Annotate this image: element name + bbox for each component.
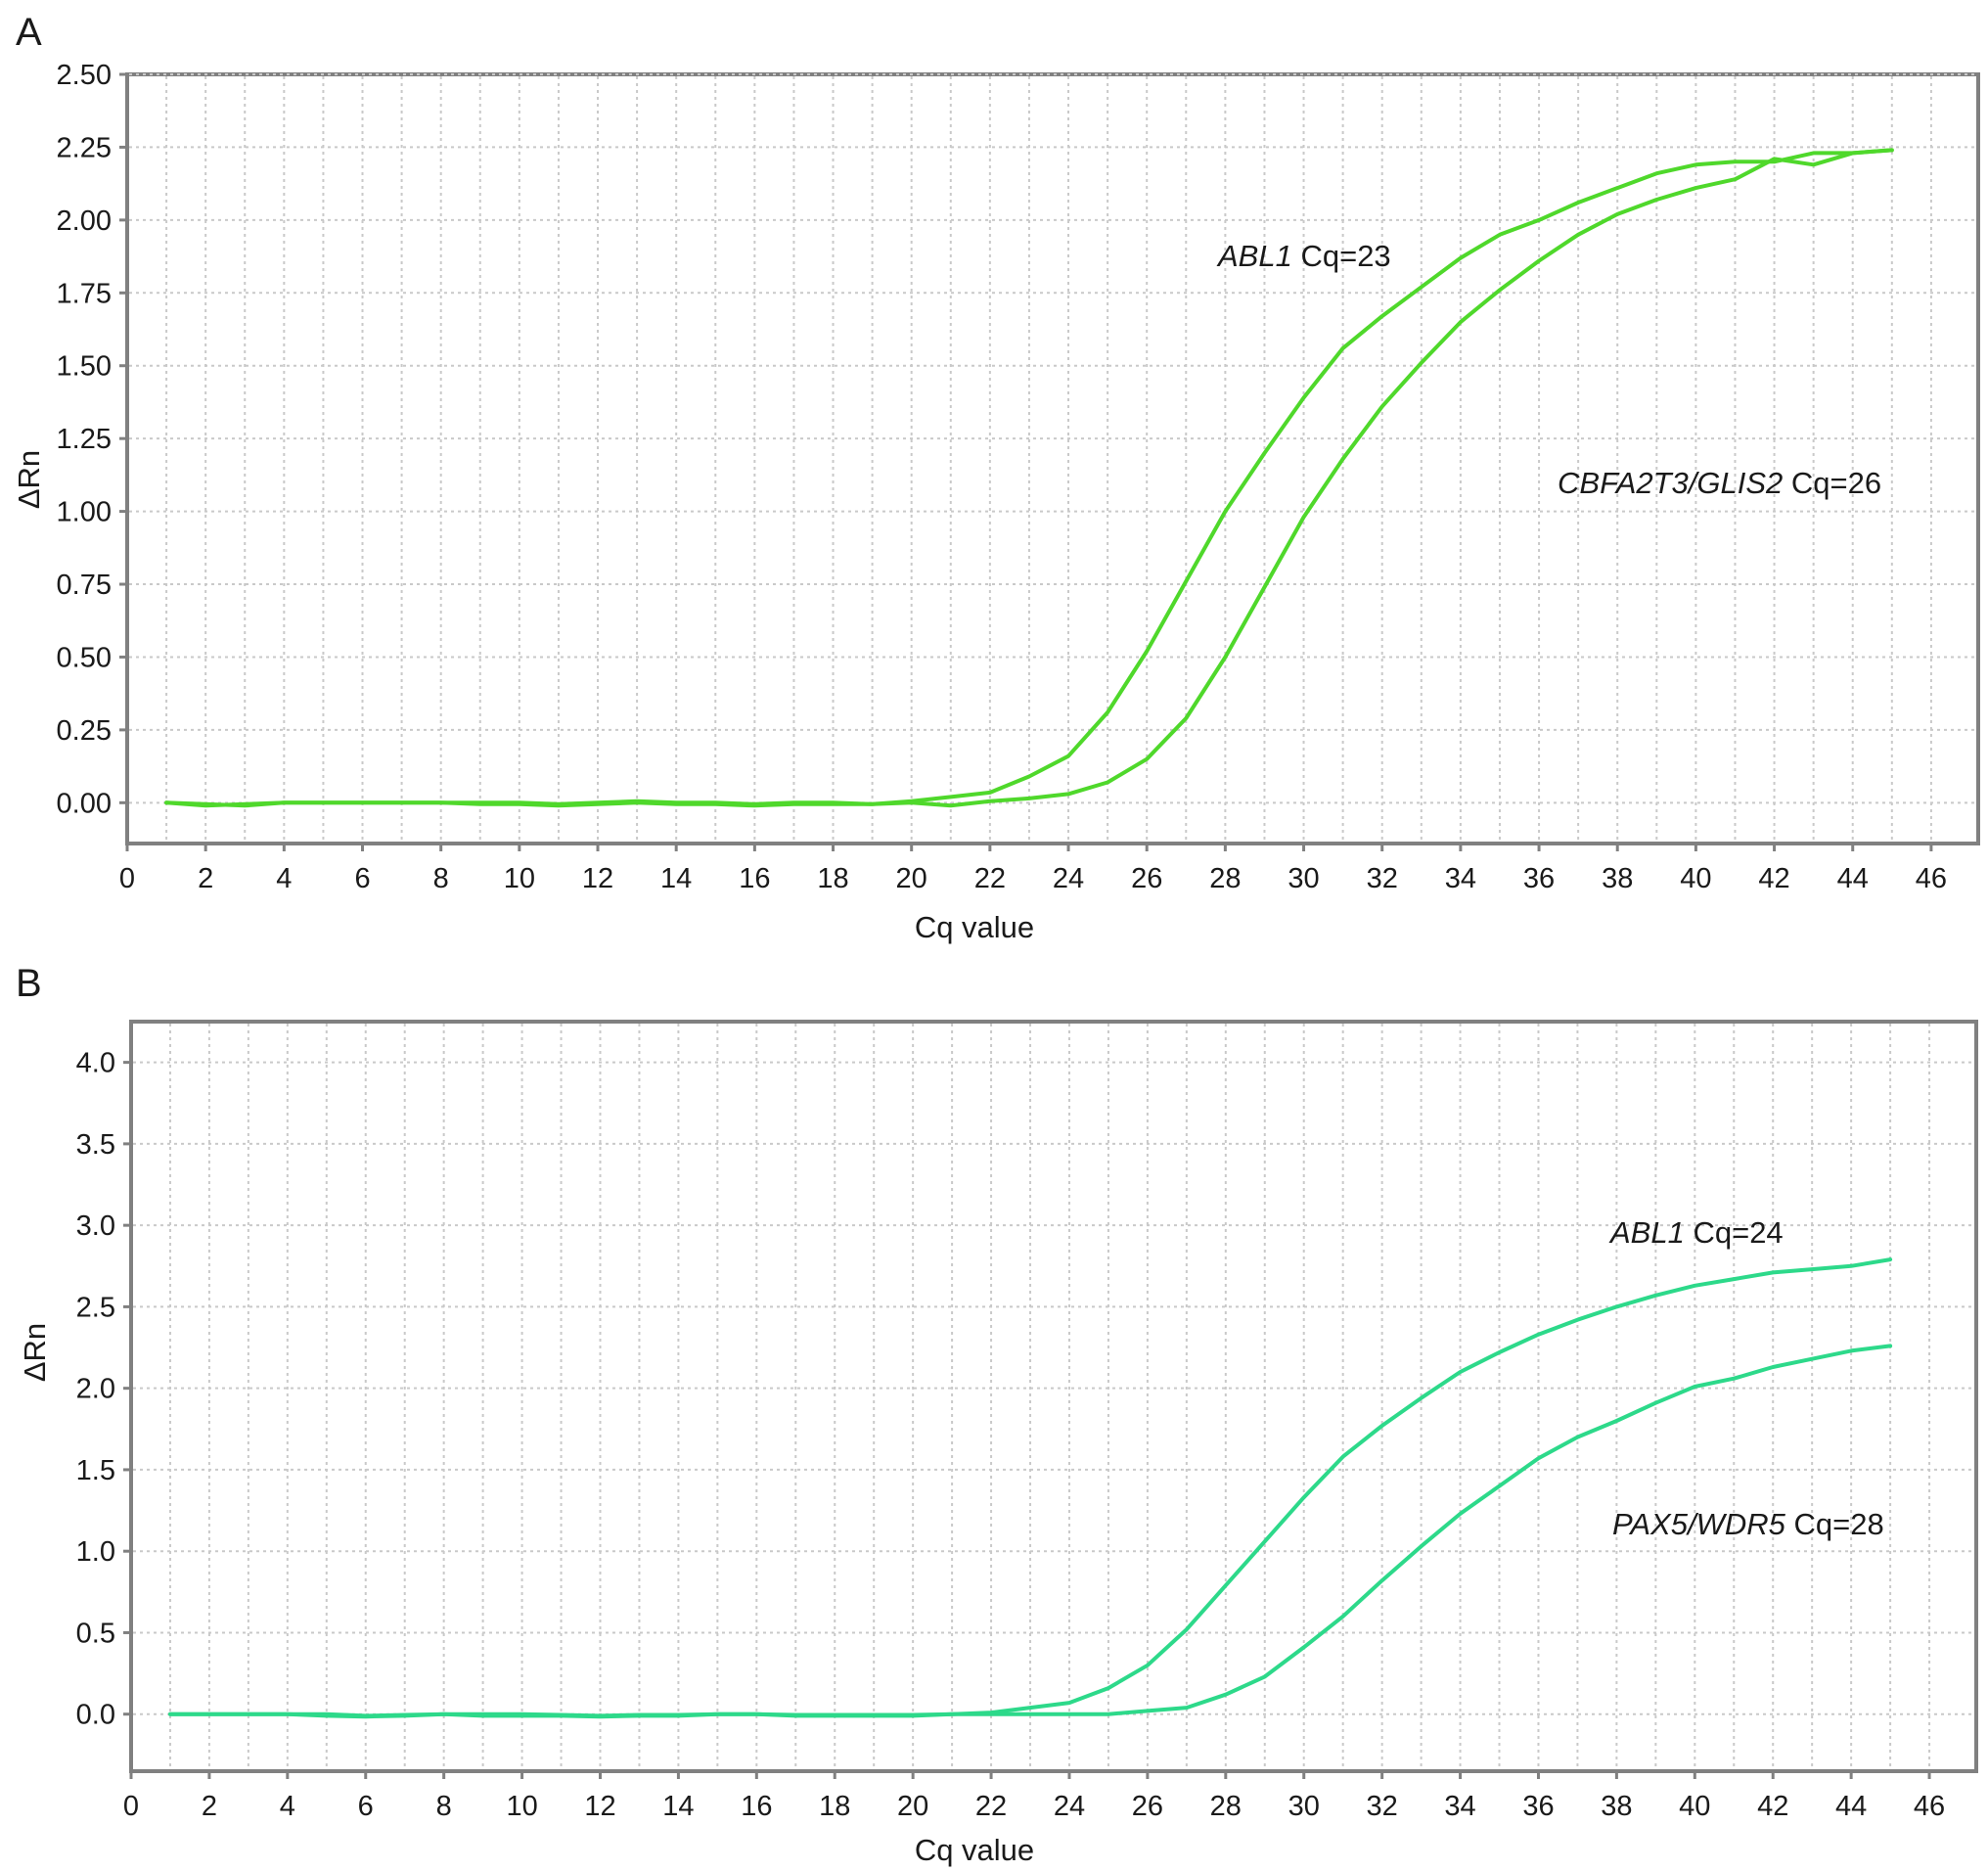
- panel-label: B: [16, 962, 42, 1005]
- annotation-gene: PAX5/WDR5: [1612, 1507, 1786, 1541]
- amplification-curve-2: [164, 148, 1894, 808]
- x-tick-label: 34: [1445, 863, 1476, 894]
- x-tick-label: 46: [1914, 1791, 1945, 1822]
- annotation-gene: ABL1: [1216, 239, 1292, 273]
- x-tick-label: 20: [897, 1791, 928, 1822]
- annotation-gene: ABL1: [1608, 1215, 1685, 1250]
- ticks: 0 2 4 6 8 10 12 14 16 18 20 22 24 26 28 30 32 34 36 38 40 42 4…: [76, 1048, 1946, 1822]
- x-tick-label: 36: [1522, 1791, 1554, 1822]
- x-tick-label: 0: [123, 1791, 139, 1822]
- x-tick-label: 12: [582, 863, 613, 894]
- y-tick-label: 0.25: [57, 715, 112, 747]
- x-tick-label: 22: [974, 863, 1006, 894]
- grid: [133, 1024, 1974, 1769]
- x-tick-label: 22: [975, 1791, 1007, 1822]
- annotation-cq: Cq=28: [1785, 1507, 1884, 1541]
- y-tick-label: 1.25: [57, 424, 112, 455]
- panel-a: A 0 2 4 6 8 10 12 14 16 18 20 22 24 26 28 30 32 34 36 38 40 4…: [12, 11, 1980, 944]
- x-tick-label: 12: [584, 1791, 615, 1822]
- x-tick-label: 8: [436, 1791, 452, 1822]
- x-tick-label: 2: [202, 1791, 217, 1822]
- panel-label: A: [16, 11, 42, 54]
- annotation-pax5-wdr5: PAX5/WDR5 Cq=28: [1612, 1507, 1884, 1541]
- x-tick-label: 6: [354, 863, 370, 894]
- curves: [168, 1257, 1893, 1719]
- x-tick-label: 4: [280, 1791, 295, 1822]
- x-tick-label: 30: [1288, 863, 1319, 894]
- y-axis-title: ΔRn: [18, 1323, 52, 1382]
- plot-area: [125, 72, 1980, 845]
- x-tick-label: 32: [1367, 1791, 1398, 1822]
- x-tick-label: 30: [1288, 1791, 1320, 1822]
- x-tick-label: 16: [739, 863, 770, 894]
- x-tick-label: 18: [819, 1791, 850, 1822]
- annotation-abl1: ABL1 Cq=24: [1608, 1215, 1784, 1250]
- x-tick-label: 40: [1680, 863, 1711, 894]
- y-tick-label: 2.50: [57, 60, 112, 91]
- x-axis-title: Cq value: [915, 910, 1034, 944]
- x-tick-label: 4: [276, 863, 292, 894]
- y-tick-label: 0.50: [57, 642, 112, 673]
- curves: [164, 148, 1894, 808]
- x-tick-label: 10: [506, 1791, 537, 1822]
- x-tick-label: 40: [1679, 1791, 1710, 1822]
- x-tick-label: 46: [1916, 863, 1947, 894]
- annotation-cbfa2t3-glis2: CBFA2T3/GLIS2 Cq=26: [1558, 466, 1881, 500]
- panel-b: B 0 2 4 6 8 10 12 14 16 18 20 22 24 26 28 30 32 34 36 38 40 4…: [16, 962, 1978, 1867]
- y-tick-label: 1.0: [76, 1536, 115, 1568]
- annotation-abl1: ABL1 Cq=23: [1216, 239, 1391, 273]
- y-tick-label: 1.5: [76, 1455, 115, 1486]
- x-tick-label: 8: [433, 863, 449, 894]
- x-tick-label: 2: [198, 863, 213, 894]
- y-tick-label: 2.5: [76, 1292, 115, 1323]
- x-tick-label: 14: [660, 863, 692, 894]
- y-tick-label: 0.00: [57, 788, 112, 819]
- x-tick-label: 34: [1444, 1791, 1475, 1822]
- x-tick-label: 38: [1601, 1791, 1632, 1822]
- x-tick-label: 26: [1132, 1791, 1163, 1822]
- grid: [129, 73, 1976, 842]
- x-tick-label: 44: [1837, 863, 1869, 894]
- y-tick-label: 1.00: [57, 497, 112, 528]
- ticks: 0 2 4 6 8 10 12 14 16 18 20 22 24 26 28 30 32 34 36 38 40 42 4…: [57, 60, 1947, 894]
- y-tick-label: 3.0: [76, 1210, 115, 1242]
- x-tick-label: 42: [1757, 1791, 1788, 1822]
- x-tick-label: 0: [119, 863, 135, 894]
- x-tick-label: 18: [817, 863, 848, 894]
- x-tick-label: 24: [1053, 863, 1084, 894]
- x-tick-label: 28: [1210, 1791, 1242, 1822]
- x-axis-title: Cq value: [915, 1833, 1034, 1867]
- y-tick-label: 4.0: [76, 1048, 115, 1079]
- x-tick-label: 10: [504, 863, 535, 894]
- x-tick-label: 32: [1367, 863, 1398, 894]
- y-tick-label: 0.0: [76, 1700, 115, 1731]
- x-tick-label: 26: [1131, 863, 1162, 894]
- amplification-curve-2: [168, 1344, 1893, 1718]
- x-tick-label: 44: [1835, 1791, 1867, 1822]
- x-tick-label: 14: [662, 1791, 694, 1822]
- annotation-cq: Cq=24: [1685, 1215, 1784, 1250]
- annotation-cq: Cq=23: [1292, 239, 1391, 273]
- plot-area: [129, 1020, 1978, 1773]
- y-tick-label: 1.50: [57, 351, 112, 383]
- x-tick-label: 38: [1602, 863, 1633, 894]
- annotation-cq: Cq=26: [1783, 466, 1881, 500]
- x-tick-label: 36: [1523, 863, 1555, 894]
- y-axis-title: ΔRn: [12, 450, 46, 509]
- x-tick-label: 20: [896, 863, 927, 894]
- y-tick-label: 0.75: [57, 570, 112, 601]
- x-tick-label: 16: [741, 1791, 772, 1822]
- y-tick-label: 2.00: [57, 205, 112, 237]
- y-tick-label: 2.0: [76, 1374, 115, 1405]
- y-tick-label: 0.5: [76, 1618, 115, 1649]
- y-tick-label: 2.25: [57, 132, 112, 163]
- x-tick-label: 28: [1209, 863, 1241, 894]
- x-tick-label: 6: [358, 1791, 374, 1822]
- annotation-gene: CBFA2T3/GLIS2: [1558, 466, 1783, 500]
- x-tick-label: 42: [1758, 863, 1789, 894]
- y-tick-label: 1.75: [57, 278, 112, 309]
- y-tick-label: 3.5: [76, 1129, 115, 1161]
- x-tick-label: 24: [1054, 1791, 1085, 1822]
